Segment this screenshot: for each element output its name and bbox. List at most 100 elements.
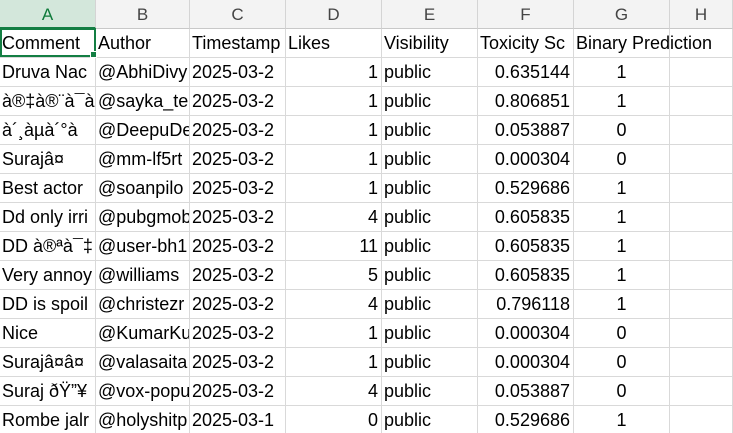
table-cell[interactable]: public <box>382 174 478 203</box>
table-cell[interactable]: @user-bh1 <box>96 232 190 261</box>
table-cell[interactable]: 2025-03-2 <box>190 116 286 145</box>
table-cell[interactable]: 2025-03-2 <box>190 377 286 406</box>
table-cell[interactable]: @williams <box>96 261 190 290</box>
table-cell[interactable]: DD is spoil <box>0 290 96 319</box>
table-cell[interactable] <box>670 406 733 433</box>
table-cell[interactable]: 0 <box>574 145 670 174</box>
table-cell[interactable]: public <box>382 377 478 406</box>
table-cell[interactable]: public <box>382 319 478 348</box>
header-cell[interactable]: Comment <box>0 29 96 58</box>
table-cell[interactable]: Best actor <box>0 174 96 203</box>
table-cell[interactable]: Very annoy <box>0 261 96 290</box>
table-cell[interactable]: Surajâ¤ <box>0 145 96 174</box>
table-cell[interactable]: 2025-03-2 <box>190 58 286 87</box>
table-cell[interactable]: public <box>382 58 478 87</box>
table-cell[interactable]: 1 <box>286 174 382 203</box>
table-cell[interactable] <box>670 203 733 232</box>
table-cell[interactable]: public <box>382 406 478 433</box>
table-cell[interactable] <box>670 290 733 319</box>
table-cell[interactable]: 1 <box>286 319 382 348</box>
table-cell[interactable]: 4 <box>286 290 382 319</box>
table-cell[interactable] <box>670 319 733 348</box>
table-cell[interactable]: 1 <box>574 58 670 87</box>
table-cell[interactable]: 2025-03-2 <box>190 261 286 290</box>
table-cell[interactable]: 0.000304 <box>478 348 574 377</box>
table-cell[interactable] <box>670 116 733 145</box>
table-cell[interactable]: 2025-03-2 <box>190 87 286 116</box>
table-cell[interactable]: 0.806851 <box>478 87 574 116</box>
table-cell[interactable]: Rombe jalr <box>0 406 96 433</box>
table-cell[interactable]: 0 <box>574 377 670 406</box>
table-cell[interactable]: 0.796118 <box>478 290 574 319</box>
table-cell[interactable]: 0.605835 <box>478 203 574 232</box>
table-cell[interactable]: 2025-03-2 <box>190 174 286 203</box>
column-header-e[interactable]: E <box>382 0 478 29</box>
table-cell[interactable]: public <box>382 348 478 377</box>
table-cell[interactable] <box>670 174 733 203</box>
table-cell[interactable]: 0.053887 <box>478 116 574 145</box>
table-cell[interactable] <box>670 145 733 174</box>
table-cell[interactable]: @sayka_te <box>96 87 190 116</box>
table-cell[interactable]: 5 <box>286 261 382 290</box>
table-cell[interactable]: 2025-03-2 <box>190 348 286 377</box>
fill-handle[interactable] <box>90 51 97 58</box>
table-cell[interactable]: public <box>382 232 478 261</box>
table-cell[interactable]: 1 <box>574 406 670 433</box>
table-cell[interactable]: @valasaita <box>96 348 190 377</box>
header-cell[interactable]: Author <box>96 29 190 58</box>
column-header-a[interactable]: A <box>0 0 96 29</box>
table-cell[interactable] <box>670 87 733 116</box>
column-header-f[interactable]: F <box>478 0 574 29</box>
table-cell[interactable]: 0.053887 <box>478 377 574 406</box>
column-header-h[interactable]: H <box>670 0 733 29</box>
table-cell[interactable]: 0.605835 <box>478 261 574 290</box>
table-cell[interactable]: 2025-03-1 <box>190 406 286 433</box>
table-cell[interactable]: 11 <box>286 232 382 261</box>
table-cell[interactable]: public <box>382 290 478 319</box>
table-cell[interactable]: @christezr <box>96 290 190 319</box>
header-cell[interactable]: Timestamp <box>190 29 286 58</box>
table-cell[interactable]: DD à®ªà¯‡ <box>0 232 96 261</box>
table-cell[interactable]: 2025-03-2 <box>190 290 286 319</box>
table-cell[interactable]: public <box>382 203 478 232</box>
table-cell[interactable]: public <box>382 261 478 290</box>
table-cell[interactable]: Nice <box>0 319 96 348</box>
table-cell[interactable]: 0.529686 <box>478 406 574 433</box>
table-cell[interactable]: @DeepuDe <box>96 116 190 145</box>
column-header-d[interactable]: D <box>286 0 382 29</box>
table-cell[interactable]: 0.000304 <box>478 145 574 174</box>
table-cell[interactable]: 2025-03-2 <box>190 203 286 232</box>
header-cell[interactable]: Visibility <box>382 29 478 58</box>
table-cell[interactable]: à®‡à®¨à¯à <box>0 87 96 116</box>
column-header-g[interactable]: G <box>574 0 670 29</box>
table-cell[interactable] <box>670 232 733 261</box>
table-cell[interactable]: 1 <box>574 290 670 319</box>
table-cell[interactable]: 1 <box>286 87 382 116</box>
table-cell[interactable]: @vox-popu <box>96 377 190 406</box>
header-cell[interactable]: Toxicity Sc <box>478 29 574 58</box>
table-cell[interactable]: 1 <box>574 174 670 203</box>
column-header-b[interactable]: B <box>96 0 190 29</box>
table-cell[interactable]: 2025-03-2 <box>190 319 286 348</box>
table-cell[interactable]: public <box>382 145 478 174</box>
table-cell[interactable]: 1 <box>286 58 382 87</box>
table-cell[interactable]: @holyshitp <box>96 406 190 433</box>
table-cell[interactable]: 0.605835 <box>478 232 574 261</box>
table-cell[interactable]: Suraj ðŸ”¥ <box>0 377 96 406</box>
table-cell[interactable]: 2025-03-2 <box>190 145 286 174</box>
table-cell[interactable]: public <box>382 116 478 145</box>
table-cell[interactable]: Dd only irri <box>0 203 96 232</box>
table-cell[interactable] <box>670 377 733 406</box>
table-cell[interactable]: 0.635144 <box>478 58 574 87</box>
table-cell[interactable]: Druva Nac <box>0 58 96 87</box>
table-cell[interactable]: 0.000304 <box>478 319 574 348</box>
table-cell[interactable]: 1 <box>574 203 670 232</box>
table-cell[interactable]: Surajâ¤â¤ <box>0 348 96 377</box>
header-cell[interactable]: Likes <box>286 29 382 58</box>
table-cell[interactable]: @KumarKu <box>96 319 190 348</box>
table-cell[interactable]: @AbhiDivy <box>96 58 190 87</box>
table-cell[interactable]: 1 <box>574 87 670 116</box>
table-cell[interactable]: 0 <box>574 348 670 377</box>
column-header-c[interactable]: C <box>190 0 286 29</box>
table-cell[interactable]: 0 <box>574 116 670 145</box>
